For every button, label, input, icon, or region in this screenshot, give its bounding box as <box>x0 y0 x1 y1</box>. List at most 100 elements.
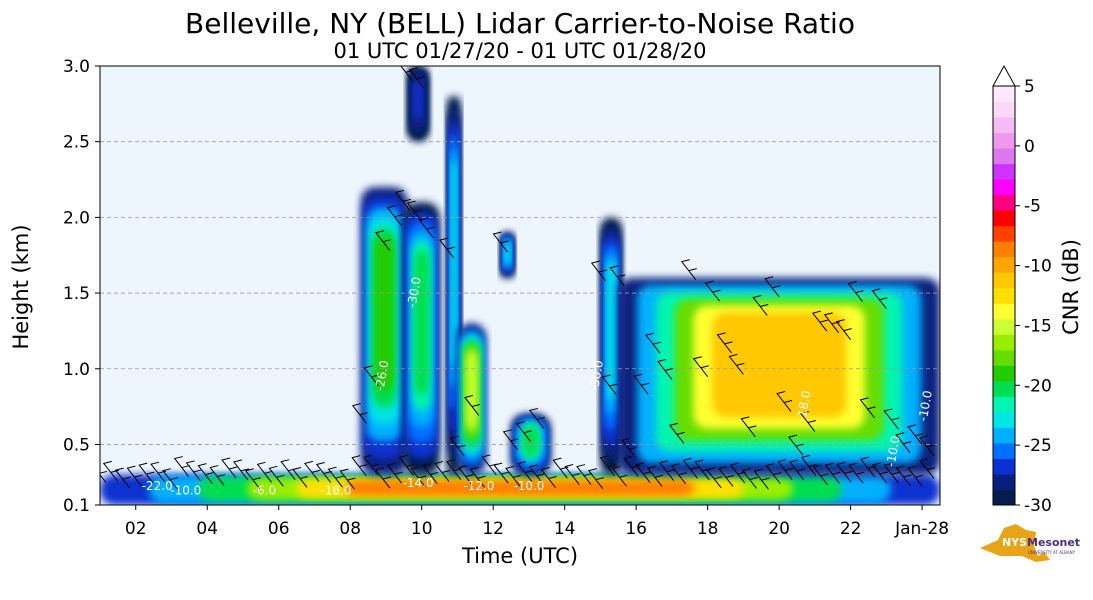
wind-barb <box>800 454 817 476</box>
contour-label: -18.0 <box>794 389 813 422</box>
wind-barb <box>883 462 900 484</box>
wind-barb <box>292 466 309 488</box>
x-tick-label: 04 <box>196 519 218 539</box>
wind-barb <box>728 353 745 375</box>
colorbar-tick-label: -20 <box>1024 376 1052 396</box>
wind-barb <box>244 468 261 490</box>
colorbar-swatch <box>993 241 1015 258</box>
wind-barb <box>394 189 411 211</box>
contour-label: -10.0 <box>884 435 903 468</box>
wind-barb <box>374 467 391 489</box>
wind-barb <box>439 237 455 259</box>
echo-layer <box>100 66 940 505</box>
wind-barb <box>716 332 733 354</box>
wind-barb <box>449 435 466 457</box>
y-tick-label: 2.5 <box>63 133 90 153</box>
colorbar-swatch <box>993 489 1015 506</box>
wind-barb <box>339 468 356 490</box>
colorbar-swatch <box>993 396 1015 413</box>
wind-barb <box>635 462 652 484</box>
wind-barb <box>363 454 380 476</box>
wind-barb <box>601 374 618 396</box>
chart-title: Belleville, NY (BELL) Lidar Carrier-to-N… <box>185 7 855 40</box>
wind-barb <box>464 395 481 416</box>
contour-label: -10.0 <box>170 483 201 497</box>
wind-barb <box>835 319 852 340</box>
colorbar-swatch <box>993 365 1015 382</box>
wind-barb <box>704 280 721 302</box>
colorbar-extend-arrow <box>992 64 1016 87</box>
x-tick-label: 16 <box>625 519 647 539</box>
colorbar-swatch <box>993 132 1015 149</box>
wind-barb <box>871 288 888 310</box>
wind-barb <box>860 456 877 478</box>
wind-barb <box>221 457 238 479</box>
echo-band <box>413 79 423 120</box>
y-axis-label: Height (km) <box>9 224 33 349</box>
wind-barb <box>611 465 628 487</box>
wind-barb <box>764 276 781 298</box>
wind-barb <box>351 403 368 424</box>
y-tick-label: 1.5 <box>63 284 90 304</box>
wind-barb <box>823 312 840 334</box>
echo-band <box>712 312 847 418</box>
wind-barb <box>740 416 757 438</box>
wind-barb <box>400 66 414 82</box>
wind-barb <box>492 231 509 253</box>
x-axis-label: Time (UTC) <box>461 544 578 568</box>
echo-band <box>414 249 430 396</box>
colorbar-swatch <box>993 287 1015 304</box>
colorbar: 5 0 -5 -10 -15 -20 -25 -30 <box>992 64 1052 516</box>
wind-barb <box>256 461 273 483</box>
colorbar-tick-label: 5 <box>1024 77 1035 97</box>
wind-barb <box>515 421 532 443</box>
wind-barb <box>824 462 841 484</box>
wind-barb <box>150 461 167 483</box>
wind-barb <box>633 373 650 395</box>
wind-barb <box>422 463 439 484</box>
wind-barb <box>777 459 794 480</box>
contour-label: -14.0 <box>403 476 434 490</box>
wind-barb <box>502 429 519 451</box>
x-tick-label: 10 <box>411 519 433 539</box>
wind-barb <box>623 455 640 477</box>
echo-band <box>504 240 511 265</box>
wind-barb <box>789 459 806 481</box>
contour-label: -10.0 <box>916 389 935 422</box>
echo-band <box>374 237 394 391</box>
wind-barb <box>406 200 423 222</box>
contour-labels: -22.0-10.0 -6.0 -18.0-14.0 -12.0 -10.0-26.0-… <box>142 276 935 498</box>
wind-barb <box>800 411 817 432</box>
echo-band <box>465 349 478 431</box>
wind-barb <box>386 462 403 484</box>
wind-barb <box>576 464 593 485</box>
wind-barb <box>895 465 912 487</box>
wind-barb <box>752 295 769 316</box>
wind-barb <box>859 397 876 419</box>
colorbar-swatch <box>993 473 1015 490</box>
colorbar-swatch <box>993 194 1015 211</box>
contour-label: -26.0 <box>372 359 391 392</box>
wind-barb <box>233 459 250 481</box>
wind-barb <box>102 460 119 482</box>
y-tick-label: 3.0 <box>63 57 90 77</box>
wind-barb <box>812 464 829 486</box>
echo-band <box>345 480 695 497</box>
wind-barb <box>682 457 699 479</box>
ny-state-shape <box>980 524 1050 562</box>
wind-barb <box>907 424 924 446</box>
colorbar-swatch <box>993 272 1015 289</box>
colorbar-swatch <box>993 117 1015 134</box>
wind-barb <box>609 265 626 287</box>
plot-frame <box>99 65 941 506</box>
wind-barb <box>776 391 793 412</box>
echo-band <box>606 262 616 400</box>
contour-label: -30.0 <box>405 276 424 309</box>
grid-lines <box>100 141 940 445</box>
wind-barb <box>919 458 936 479</box>
chart-subtitle: 01 UTC 01/27/20 - 01 UTC 01/28/20 <box>334 39 707 63</box>
colorbar-swatch <box>993 225 1015 242</box>
contour-label: -18.0 <box>320 483 351 497</box>
x-tick-label: 08 <box>339 519 361 539</box>
colorbar-swatch <box>993 334 1015 351</box>
